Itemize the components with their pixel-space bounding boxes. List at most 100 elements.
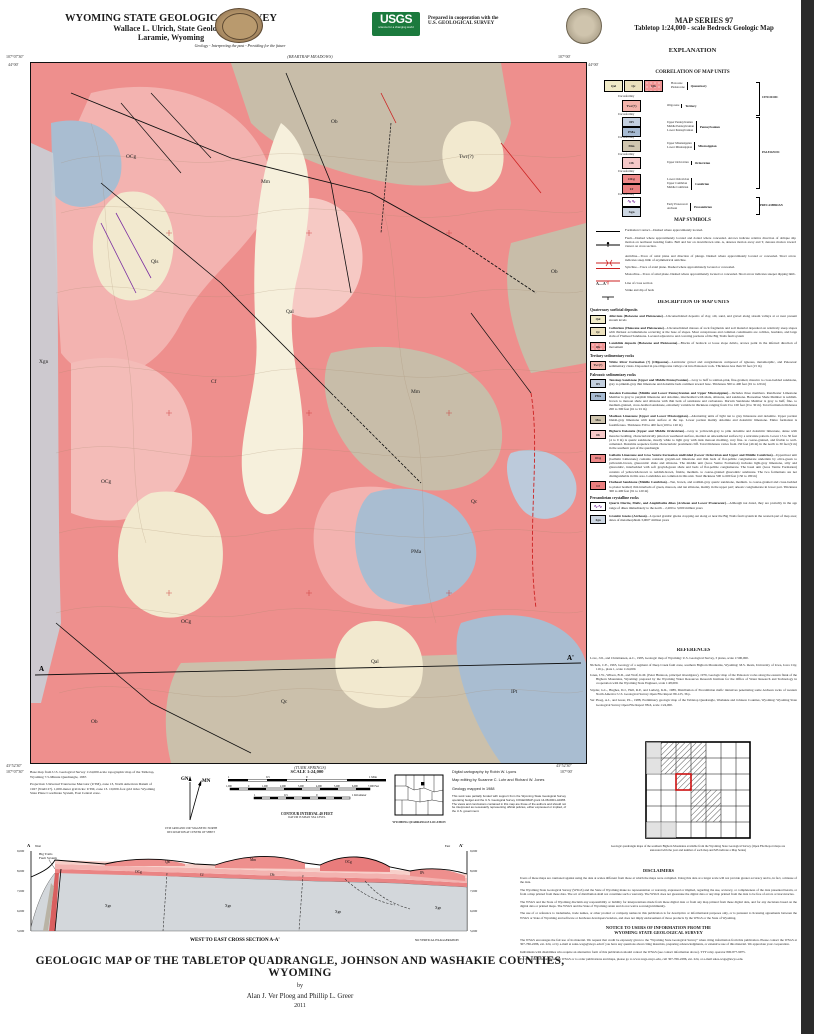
group-precambrian: Precambrian crystalline rocks [590, 495, 639, 500]
reference-item: Ver Ploeg, A.J., and Greer, P.L., 1988, … [590, 698, 797, 707]
notice-paragraph: Individuals with disabilities who requir… [520, 949, 746, 954]
unit-swatch-qls: Qls [644, 80, 663, 92]
group-paleozoic: Paleozoic sedimentary rocks [590, 372, 636, 377]
symbol-fault: Fault—Dashed where approximately located… [596, 236, 796, 254]
agency-name: WYOMING STATE GEOLOGICAL SURVEY [65, 13, 277, 24]
svg-text:1,000: 1,000 [262, 785, 269, 788]
usgs-tagline: science for a changing world [378, 25, 414, 29]
year: 2011 [294, 1002, 306, 1009]
declination-diagram: GN MN [168, 772, 214, 829]
map-unit-labels: OCg Ob Mm Qal Cf Xgn IPt PMa Qls Twr(?) … [39, 119, 558, 725]
svg-text:Cf: Cf [200, 873, 204, 877]
unit-twr: Twr(?) White River Formation (?) (Oligoc… [590, 360, 797, 370]
unit-swatch-mm: Mm [622, 140, 641, 152]
svg-text:A: A [27, 843, 31, 848]
svg-text:6,000: 6,000 [470, 909, 478, 914]
era-label-paleozoic: PALEOZOIC [762, 150, 780, 154]
svg-text:Xgn: Xgn [39, 359, 49, 365]
disclaimer-paragraph: The Wyoming State Geological Survey (WSG… [520, 887, 797, 897]
unit-cf: Cf Flathead Sandstone (Middle Cambrian)—… [590, 480, 797, 493]
disclaimers-and-notice: DISCLAIMERS Users of these maps are caut… [520, 866, 797, 965]
correlation-row-quaternary: Qal Qc Qls Holocene Pleistocene Quaterna… [604, 80, 707, 92]
svg-text:0: 0 [306, 775, 308, 779]
era-bracket-precambrian [756, 197, 760, 215]
cartography-credits: Digital cartography by Robin W. Lyons Ma… [452, 770, 566, 813]
svg-text:4,000: 4,000 [316, 785, 323, 788]
svg-text:Xgn: Xgn [105, 904, 111, 908]
svg-text:Qal: Qal [371, 659, 379, 665]
reference-item: Jones, J.W., Wilson, B.D., and Wolf, K.M… [590, 673, 797, 686]
disclaimer-paragraph: The use of or reference to trademarks, t… [520, 911, 797, 920]
unit-xgn: Xgn Granitic Gneiss (Archean)—Layered gr… [590, 514, 797, 525]
svg-text:7,000 Feet: 7,000 Feet [368, 785, 379, 788]
svg-text:OCg: OCg [135, 870, 142, 874]
correlation-row-pennsylvanian: IPt PMa Upper Pennsylvanian Middle Penns… [622, 117, 720, 137]
era-bracket-cenozoic [756, 82, 760, 116]
svg-text:Ob: Ob [91, 719, 98, 725]
unit-dikes: Quartz Diorite, Mafic, and Amphibolite d… [590, 501, 797, 512]
svg-text:GN: GN [181, 777, 189, 782]
svg-text:Cf: Cf [211, 378, 217, 385]
corner-coord-tr-lat: 44°00' [588, 62, 599, 67]
svg-text:Xgn: Xgn [435, 906, 441, 910]
svg-text:Big Trails: Big Trails [39, 852, 53, 856]
svg-text:3,000: 3,000 [298, 785, 305, 788]
era-bracket-paleozoic [756, 117, 760, 189]
description-title: DESCRIPTION OF MAP UNITS [657, 300, 730, 305]
symbol-strike-dip: Strike and dip of beds [596, 288, 796, 306]
symbol-anticline: Anticline—Trace of axial plane and direc… [596, 254, 796, 272]
syncline-icon [596, 268, 620, 269]
svg-text:IPt: IPt [420, 871, 424, 875]
svg-text:Qls: Qls [151, 259, 159, 265]
correlation-row-precambrian: Xgn Early Proterozoic Archean Precambria… [622, 197, 712, 217]
usgs-wordmark: USGS [379, 12, 413, 26]
references-title: REFERENCES [676, 648, 711, 653]
unit-swatch-qal: Qal [604, 80, 623, 92]
svg-text:1: 1 [228, 775, 230, 779]
svg-text:A: A [39, 665, 44, 673]
corner-coord-bl-lat: 43°52'30" [6, 763, 22, 768]
monocline-icon [596, 272, 622, 290]
svg-text:Qal: Qal [165, 860, 170, 864]
svg-text:Xgn: Xgn [225, 904, 231, 908]
svg-text:OCg: OCg [126, 154, 136, 160]
svg-text:1 Kilometer: 1 Kilometer [352, 793, 366, 797]
svg-text:OCg: OCg [345, 860, 352, 864]
svg-text:Ob: Ob [551, 269, 558, 275]
svg-text:1 Mile: 1 Mile [369, 775, 378, 779]
anticline-icon [596, 254, 622, 272]
geologic-map-canvas: A A' OCg Ob Mm Qal Cf Xgn IPt PMa Qls Tw… [31, 63, 586, 763]
wyoming-location-label: WYOMING QUADRANGLE LOCATION [392, 820, 446, 824]
svg-text:PMa: PMa [411, 549, 422, 555]
adjacent-quad-bottom: (TURK SPRINGS) [294, 765, 326, 770]
symbol-syncline: Syncline—Trace of axial plane. Dashed wh… [596, 265, 796, 269]
disclaimers-title: DISCLAIMERS [643, 868, 674, 873]
quadrangle-index-map [642, 740, 754, 847]
svg-text:OCg: OCg [101, 479, 111, 485]
svg-text:0.5: 0.5 [266, 775, 270, 779]
svg-text:6,000: 6,000 [352, 785, 359, 788]
group-tertiary: Tertiary sedimentary rocks [590, 354, 635, 359]
corner-coord-br-lat: 43°52'30" [556, 763, 572, 768]
scale-bars: 1 0.5 0 1 Mile 1,000 0 1,000 2,000 3,000… [226, 775, 386, 800]
seal-motto: Geology - Interpreting the past - Provid… [194, 43, 286, 48]
notice-paragraph: The WSGS encourages the fair use of its … [520, 937, 797, 947]
reference-item: Love, J.D., and Christiansen, A.C., 1985… [590, 656, 749, 660]
svg-text:6,000: 6,000 [17, 909, 25, 914]
current-quad-highlight [675, 773, 692, 791]
symbol-contact: Formation Contact—Dashed where approxima… [596, 228, 796, 232]
by-label: by [297, 983, 303, 989]
correlation-row-mississippian: Mm Upper Mississippian Lower Mississippi… [622, 140, 717, 152]
declination-caption: UTM GRID AND 1967 MAGNETIC NORTH DECLINA… [164, 827, 218, 834]
corner-coord-tl-lon: 107°07'30" [6, 54, 24, 59]
description-of-map-units: DESCRIPTION OF MAP UNITS Quaternary surf… [590, 300, 797, 646]
usgs-seal-icon [566, 8, 602, 44]
grid-ticks [166, 230, 452, 596]
svg-text:Mm: Mm [261, 179, 271, 185]
state-geologist: Wallace L. Ulrich, State Geologist [113, 24, 229, 33]
symbol-cross-section-line: A—A' Line of cross section [596, 281, 653, 286]
svg-text:East: East [445, 844, 450, 848]
unit-qls: Qls Landslide deposits (Holocene and Ple… [590, 341, 797, 352]
svg-text:Xgn: Xgn [335, 910, 341, 914]
svg-text:Mm: Mm [250, 858, 256, 862]
